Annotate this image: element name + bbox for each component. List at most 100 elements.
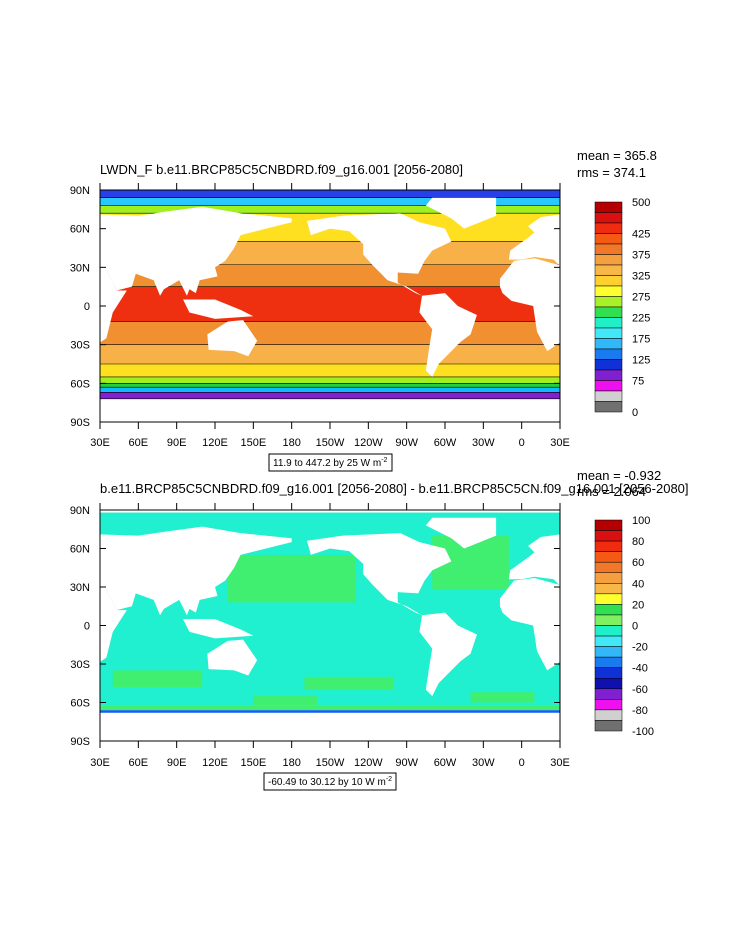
land xyxy=(0,518,36,549)
colorbar-box xyxy=(594,604,623,616)
colorbar-box xyxy=(594,572,623,584)
panel-title: b.e11.BRCP85C5CNBDRD.f09_g16.001 [2056-2… xyxy=(100,481,689,496)
colorbar-box xyxy=(594,530,623,542)
lon-label: 180 xyxy=(282,757,300,769)
ocean-band xyxy=(100,364,560,377)
lon-label: 0 xyxy=(519,757,525,769)
colorbar-label: 125 xyxy=(632,355,650,367)
land xyxy=(499,258,560,352)
colorbar-box xyxy=(594,369,623,381)
info-text: -60.49 to 30.12 by 10 W m-2 xyxy=(268,776,392,788)
colorbar-box xyxy=(594,327,623,339)
land xyxy=(508,534,560,586)
colorbar-label: 75 xyxy=(632,376,644,388)
colorbar-box xyxy=(594,401,623,413)
colorbar-box xyxy=(594,678,623,690)
colorbar-box xyxy=(594,667,623,679)
info-main: -60.49 to 30.12 by 10 W m xyxy=(268,777,386,788)
lon-label: 60W xyxy=(434,757,457,769)
colorbar-box xyxy=(594,212,623,224)
colorbar-box xyxy=(594,243,623,255)
map xyxy=(0,512,717,713)
colorbar-label: -40 xyxy=(632,663,648,675)
panel-title: LWDN_F b.e11.BRCP85C5CNBDRD.f09_g16.001 … xyxy=(100,162,463,177)
land xyxy=(643,619,713,638)
colorbar-label: 0 xyxy=(632,407,638,419)
lat-label: 30S xyxy=(70,340,90,352)
lat-label: 90N xyxy=(70,505,90,517)
lat-label: 90S xyxy=(70,736,90,748)
map xyxy=(0,190,717,400)
land xyxy=(207,320,258,357)
lat-label: 30N xyxy=(70,582,90,594)
land xyxy=(0,198,36,229)
ocean-band xyxy=(100,376,560,384)
info-box xyxy=(263,772,397,791)
ocean-patch xyxy=(253,696,318,706)
land xyxy=(100,585,127,662)
ocean-band xyxy=(100,190,560,198)
lat-label: 90N xyxy=(70,185,90,197)
ocean-band xyxy=(100,705,560,711)
land xyxy=(508,214,560,267)
colorbar-box xyxy=(594,540,623,552)
lon-label: 90E xyxy=(167,437,187,449)
colorbar-box xyxy=(594,233,623,245)
info-text: 11.9 to 447.2 by 25 W m-2 xyxy=(273,457,388,469)
colorbar-box xyxy=(594,625,623,637)
land xyxy=(667,320,717,356)
mean: mean = 365.8 xyxy=(577,148,657,163)
rms: rms = 374.1 xyxy=(577,165,646,180)
lon-label: 30W xyxy=(472,757,495,769)
info-main: 11.9 to 447.2 by 25 W m xyxy=(273,458,381,469)
lat-label: 0 xyxy=(84,621,90,633)
colorbar-box xyxy=(594,285,623,297)
land xyxy=(183,619,254,639)
land xyxy=(0,293,17,377)
colorbar-box xyxy=(594,519,623,531)
ocean-patch xyxy=(227,554,356,603)
land xyxy=(0,613,17,696)
ocean-band xyxy=(100,197,560,206)
colorbar-box xyxy=(594,583,623,595)
land xyxy=(667,640,717,676)
colorbar-box xyxy=(594,380,623,392)
mean: mean = -0.932 xyxy=(577,468,661,483)
colorbar-box xyxy=(594,635,623,647)
ocean-band xyxy=(100,321,560,345)
colorbar-box xyxy=(594,306,623,318)
colorbar-label: -100 xyxy=(632,726,654,738)
lat-label: 30S xyxy=(70,659,90,671)
lon-label: 90W xyxy=(395,437,418,449)
colorbar-box xyxy=(594,561,623,574)
colorbar-label: 425 xyxy=(632,229,650,241)
colorbar-label: 80 xyxy=(632,536,644,548)
land xyxy=(307,533,452,616)
colorbar-box xyxy=(594,720,623,732)
land xyxy=(425,517,497,549)
ocean-band xyxy=(100,344,560,364)
lat-label: 90S xyxy=(70,417,90,429)
colorbar-label: 500 xyxy=(632,197,650,209)
colorbar-label: 325 xyxy=(632,271,650,283)
ocean-band xyxy=(100,392,560,399)
colorbar-box xyxy=(594,699,623,711)
land xyxy=(100,265,127,343)
colorbar-label: 40 xyxy=(632,578,644,590)
lat-label: 60S xyxy=(70,378,90,390)
lon-label: 30E xyxy=(550,757,570,769)
colorbar-box xyxy=(594,688,623,700)
colorbar-box xyxy=(594,254,623,266)
colorbar-box xyxy=(594,222,623,234)
lon-label: 60W xyxy=(434,437,457,449)
colorbar-box xyxy=(594,359,623,371)
land xyxy=(499,578,560,671)
colorbar-label: 60 xyxy=(632,557,644,569)
land xyxy=(425,197,497,229)
lon-label: 150E xyxy=(240,437,266,449)
land xyxy=(183,299,254,319)
land xyxy=(419,293,477,377)
ocean-band xyxy=(100,387,560,393)
colorbar-box xyxy=(594,709,623,721)
